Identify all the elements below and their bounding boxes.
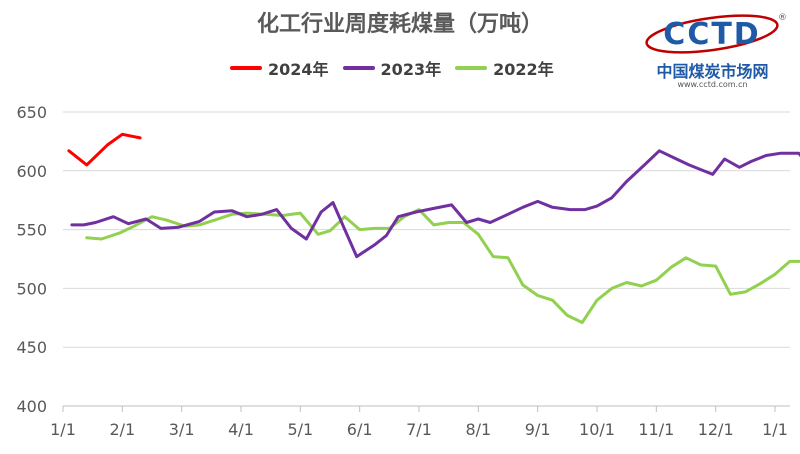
y-tick-label: 650 bbox=[16, 103, 47, 122]
legend-label-2023: 2023年 bbox=[380, 60, 442, 79]
x-tick-label: 3/1 bbox=[169, 420, 195, 439]
x-tick-label: 1/1 bbox=[762, 420, 788, 439]
x-tick-label: 4/1 bbox=[228, 420, 254, 439]
chart-title: 化工行业周度耗煤量（万吨） bbox=[256, 12, 543, 37]
series-lines bbox=[67, 132, 800, 324]
legend-item-2023: 2023年 bbox=[342, 56, 442, 80]
y-tick-labels: 400 450 500 550 600 650 bbox=[16, 103, 47, 416]
x-tick-label: 11/1 bbox=[638, 420, 674, 439]
x-tick-label: 12/1 bbox=[698, 420, 734, 439]
y-tick-label: 550 bbox=[16, 221, 47, 240]
y-tick-label: 450 bbox=[16, 338, 47, 357]
series-line-2024 bbox=[67, 132, 142, 167]
x-tick-label: 6/1 bbox=[347, 420, 373, 439]
grid-lines bbox=[63, 111, 790, 348]
x-tick-labels: 1/1 2/1 3/1 4/1 5/1 6/1 7/1 8/1 9/1 10/1 11/1 12/1 1… bbox=[50, 420, 788, 439]
series-line-2023 bbox=[70, 149, 800, 259]
x-tick-label: 7/1 bbox=[406, 420, 432, 439]
svg-text:CCTD: CCTD bbox=[663, 17, 760, 52]
legend-swatch-2023 bbox=[342, 66, 375, 70]
legend-swatch-2024 bbox=[230, 66, 262, 70]
cctd-logo: CCTD ® 中国煤炭市场网 www.cctd.com.cn bbox=[630, 6, 795, 96]
x-tick-label: 8/1 bbox=[465, 420, 491, 439]
y-tick-label: 600 bbox=[16, 162, 47, 181]
logo-subtitle: 中国煤炭市场网 bbox=[656, 62, 769, 81]
axes bbox=[62, 405, 790, 412]
legend-item-2022: 2022年 bbox=[455, 56, 554, 80]
legend-label-2022: 2022年 bbox=[493, 60, 554, 79]
chart-legend: 2024年 2023年 2022年 bbox=[230, 56, 568, 80]
legend-swatch-2022 bbox=[455, 66, 488, 70]
cctd-logo-mark: CCTD ® bbox=[645, 13, 787, 54]
x-tick-label: 1/1 bbox=[50, 420, 76, 439]
svg-text:®: ® bbox=[778, 13, 787, 23]
logo-url: www.cctd.com.cn bbox=[677, 80, 748, 89]
x-tick-label: 5/1 bbox=[287, 420, 313, 439]
x-tick-label: 2/1 bbox=[109, 420, 135, 439]
series-line-2022 bbox=[85, 208, 800, 324]
legend-item-2024: 2024年 bbox=[230, 56, 329, 80]
y-tick-label: 400 bbox=[16, 397, 47, 416]
legend-label-2024: 2024年 bbox=[268, 60, 329, 79]
y-tick-label: 500 bbox=[16, 279, 47, 298]
x-tick-label: 9/1 bbox=[525, 420, 551, 439]
x-tick-label: 10/1 bbox=[579, 420, 615, 439]
